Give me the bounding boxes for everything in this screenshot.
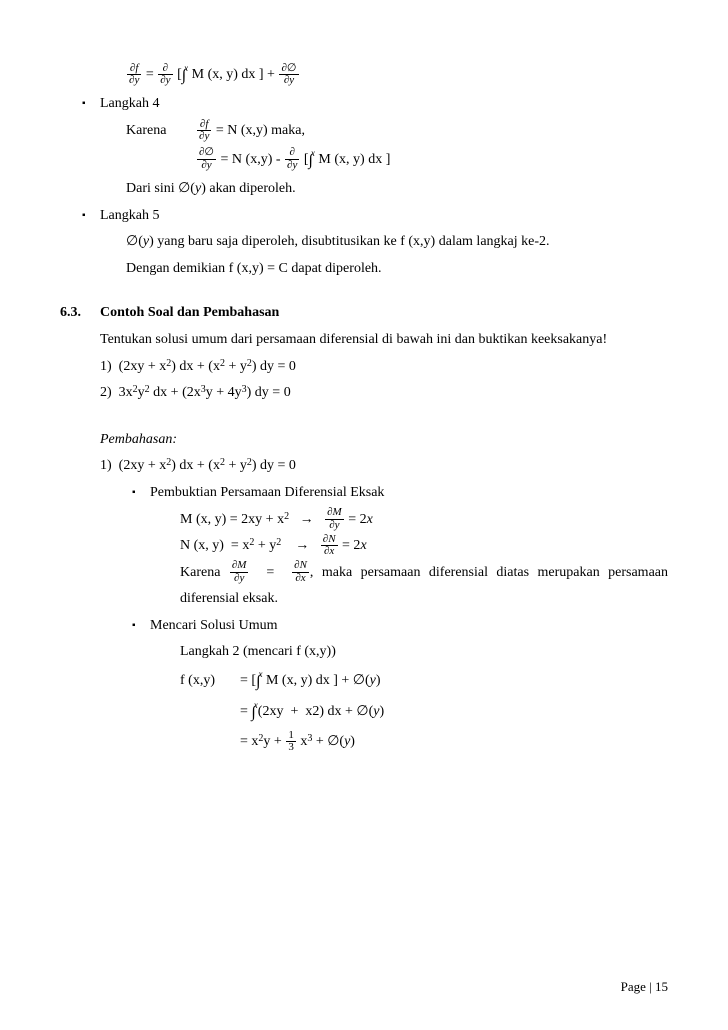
eq-df-dy: ∂f∂y = ∂∂y [∫x M (x, y) dx ] + ∂∅∂y [126, 60, 668, 91]
section-title: Contoh Soal dan Pembahasan [100, 305, 279, 320]
fxy-label: f (x,y) [180, 668, 240, 695]
label-karena: Karena [126, 118, 196, 145]
fxy-eq1: f (x,y) = [∫x M (x, y) dx ] + ∅(y) [180, 666, 668, 697]
step4-line1: Karena ∂f∂y = N (x,y) maka, [126, 118, 668, 145]
pembahasan-heading: Pembahasan: [100, 427, 668, 454]
n-line: N (x, y) = x2 + y2 → ∂N∂x = 2x [180, 533, 668, 560]
p1-restated: 1) (2xy + x2) dx + (x2 + y2) dy = 0 [100, 453, 668, 480]
problem-2: 2) 3x2y2 dx + (2x3y + 4y3) dy = 0 [100, 380, 668, 407]
page-number: Page | 15 [621, 975, 668, 1000]
section-instruction: Tentukan solusi umum dari persamaan dife… [100, 327, 668, 354]
m-line: M (x, y) = 2xy + x2 → ∂M∂y = 2x [180, 507, 668, 534]
step4-line2: ∂∅∂y = N (x,y) - ∂∂y [∫x M (x, y) dx ] [126, 145, 668, 176]
proof-title: Pembuktian Persamaan Diferensial Eksak [150, 480, 668, 507]
section-heading: 6.3.Contoh Soal dan Pembahasan [60, 300, 668, 327]
step4-line3: Dari sini ∅(y) akan diperoleh. [126, 176, 668, 203]
step5-title: Langkah 5 [100, 203, 668, 230]
fxy-eq2: = ∫x(2xy + x2) dx + ∅(y) [180, 697, 668, 728]
section-number: 6.3. [60, 300, 100, 327]
fxy-eq3: = x2y + 13 x3 + ∅(y) [180, 729, 668, 756]
solusi-title: Mencari Solusi Umum [150, 613, 668, 640]
langkah2-label: Langkah 2 (mencari f (x,y)) [180, 639, 668, 666]
karena-line: Karena ∂M∂y = ∂N∂x, maka persamaan difer… [180, 560, 668, 613]
problem-1: 1) (2xy + x2) dx + (x2 + y2) dy = 0 [100, 354, 668, 381]
step5-line1: ∅(y) yang baru saja diperoleh, disubtitu… [126, 229, 668, 256]
step5-line2: Dengan demikian f (x,y) = C dapat dipero… [126, 256, 668, 283]
step4-title: Langkah 4 [100, 91, 668, 118]
